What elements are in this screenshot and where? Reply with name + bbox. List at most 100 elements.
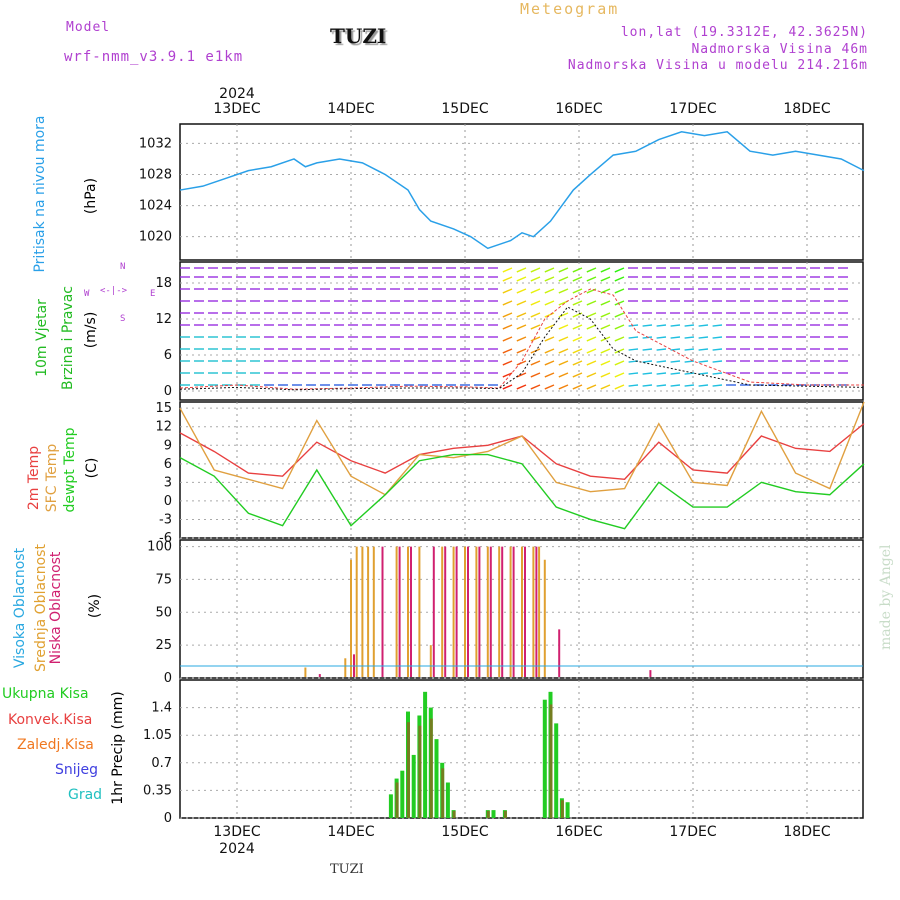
- wind-barb: [684, 372, 695, 375]
- temp-tick: -3: [159, 512, 172, 527]
- wind-barb: [628, 372, 639, 375]
- location-label: lon,lat (19.3312E, 42.3625N): [620, 25, 868, 40]
- top-day-label: 18DEC: [783, 101, 830, 117]
- wind-barb: [698, 360, 709, 363]
- wind-barb: [516, 384, 527, 390]
- wind-barb: [558, 384, 569, 390]
- bottom-day-label: 18DEC: [783, 824, 830, 840]
- wind-barb: [544, 324, 555, 330]
- temp-tick: 12: [155, 420, 172, 435]
- wind-barb: [544, 312, 555, 318]
- wind-barb: [530, 288, 541, 294]
- wind-barb: [698, 324, 709, 327]
- temp-tick: 3: [164, 475, 172, 490]
- wind-barb: [516, 267, 527, 273]
- compass-s: S: [120, 314, 126, 324]
- pressure-tick: 1024: [139, 199, 172, 214]
- top-day-label: 17DEC: [669, 101, 716, 117]
- wind-barb: [586, 348, 597, 354]
- wind-barb: [586, 288, 597, 294]
- precip-conv-bar: [503, 810, 507, 818]
- panel-frame: [179, 539, 864, 679]
- wind-barb: [544, 267, 555, 273]
- precip-total-bar: [554, 723, 559, 818]
- wind-barb: [586, 336, 597, 342]
- wind-barb: [558, 348, 569, 354]
- cloud-tick: 0: [164, 671, 172, 686]
- top-year-label: 2024: [219, 86, 255, 102]
- wind-barb: [600, 384, 611, 390]
- precip-total-bar: [400, 770, 405, 818]
- cloud-tick: 50: [155, 605, 172, 620]
- precip-total-bar: [388, 794, 393, 818]
- wind-barb: [530, 336, 541, 342]
- wind-barb: [544, 372, 555, 378]
- wind-barb: [572, 324, 583, 330]
- wind-barb: [600, 348, 611, 354]
- precip-conv-bar: [549, 704, 553, 818]
- wind-barb: [642, 384, 653, 387]
- wind-barb: [516, 348, 527, 354]
- temp-tick: 6: [164, 457, 172, 472]
- temp-sfc-line: [179, 401, 865, 496]
- top-day-label: 15DEC: [441, 101, 488, 117]
- wind-barb: [572, 360, 583, 366]
- wind-barb: [712, 372, 723, 375]
- model-name: wrf-nmm_v3.9.1 e1km: [64, 49, 244, 65]
- wind-barb: [572, 300, 583, 306]
- wind-barb: [544, 384, 555, 390]
- wind-barb: [572, 372, 583, 378]
- elevation-label: Nadmorska Visina 46m: [691, 42, 868, 57]
- wind-tick: 12: [155, 312, 172, 327]
- pressure-tick: 1020: [139, 230, 172, 245]
- wind-speed-line: [179, 306, 865, 391]
- bottom-day-label: 17DEC: [669, 824, 716, 840]
- compass-n: N: [120, 262, 126, 272]
- wind-barb: [586, 267, 597, 273]
- wind-barb: [544, 348, 555, 354]
- temp-tick: 9: [164, 438, 172, 453]
- precip-conv-bar: [418, 725, 422, 818]
- wind-barb: [558, 276, 569, 282]
- wind-barb: [684, 324, 695, 327]
- wind-barb: [516, 288, 527, 294]
- bottom-year-label: 2024: [219, 841, 255, 857]
- wind-barb: [572, 384, 583, 390]
- temp-tick: 15: [155, 401, 172, 416]
- wind-barb: [558, 336, 569, 342]
- wind-barb: [544, 300, 555, 306]
- wind-barb: [684, 336, 695, 339]
- wind-barb: [586, 372, 597, 378]
- precip-conv-bar: [452, 810, 456, 818]
- wind-barb: [628, 348, 639, 351]
- precip-total-bar: [542, 699, 547, 818]
- wind-barb: [502, 267, 513, 273]
- cloud-tick: 75: [155, 572, 172, 587]
- wind-barb: [586, 276, 597, 282]
- wind-barb: [502, 360, 513, 366]
- station-title: TUZI: [330, 24, 387, 48]
- wind-tick: 18: [155, 276, 172, 291]
- wind-barb: [558, 288, 569, 294]
- wind-barb: [614, 360, 625, 366]
- wind-barb: [670, 348, 681, 351]
- top-day-label: 14DEC: [327, 101, 374, 117]
- compass-arrows: <-|->: [100, 286, 128, 296]
- legend-total: Ukupna Kisa: [2, 686, 89, 702]
- compass-e: E: [150, 289, 156, 299]
- wind-barb: [628, 336, 639, 339]
- wind-barb: [656, 324, 667, 327]
- wind-barb: [516, 336, 527, 342]
- compass-w: W: [84, 289, 90, 299]
- wind-barb: [642, 372, 653, 375]
- wind-barb: [544, 288, 555, 294]
- wind-barb: [614, 348, 625, 354]
- panel-frame: [179, 401, 864, 539]
- pressure-tick: 1028: [139, 168, 172, 183]
- wind-barb: [586, 300, 597, 306]
- wind-barb: [558, 360, 569, 366]
- temp-tick: -6: [159, 531, 172, 546]
- wind-barb: [642, 360, 653, 363]
- wind-barb: [656, 348, 667, 351]
- wind-barb: [530, 384, 541, 390]
